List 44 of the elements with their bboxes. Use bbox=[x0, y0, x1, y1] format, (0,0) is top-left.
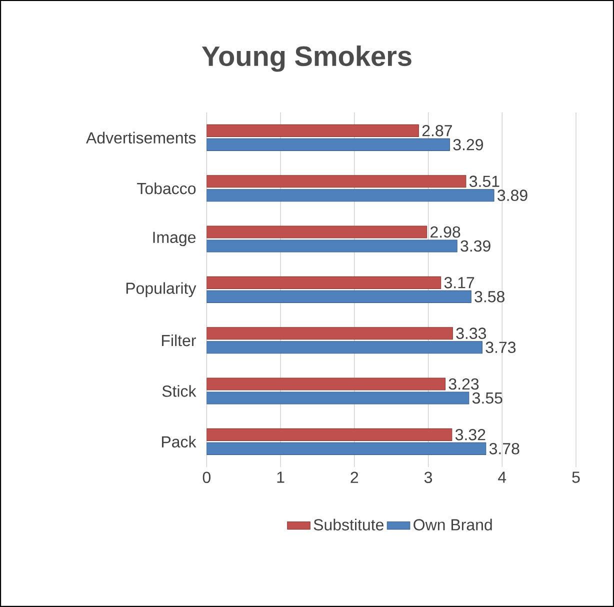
data-label: 3.73 bbox=[486, 342, 516, 353]
y-tick-label: Popularity bbox=[126, 282, 196, 298]
legend-label: Substitute bbox=[314, 518, 384, 530]
data-label: 3.51 bbox=[469, 176, 500, 187]
bar bbox=[206, 290, 472, 303]
bar bbox=[206, 341, 482, 354]
bar bbox=[206, 327, 453, 340]
bar bbox=[206, 189, 494, 202]
data-label: 3.17 bbox=[444, 277, 474, 288]
bar bbox=[206, 240, 458, 252]
y-tick-label: Tobacco bbox=[137, 182, 196, 194]
data-label: 3.55 bbox=[472, 392, 502, 404]
y-tick-label: Filter bbox=[162, 334, 196, 346]
bar bbox=[206, 378, 446, 390]
x-tick-label: 2 bbox=[350, 472, 358, 483]
bar bbox=[206, 124, 419, 137]
y-tick-label: Pack bbox=[162, 436, 196, 448]
data-label: 3.58 bbox=[474, 291, 504, 302]
x-tick-label: 1 bbox=[277, 472, 284, 483]
bar bbox=[206, 175, 466, 188]
data-label: 3.32 bbox=[455, 429, 486, 440]
bar bbox=[206, 428, 452, 441]
data-label: 3.39 bbox=[460, 240, 490, 252]
x-tick-label: 5 bbox=[572, 472, 580, 483]
bar bbox=[206, 392, 470, 404]
data-label: 3.29 bbox=[453, 139, 483, 150]
bar bbox=[206, 226, 428, 238]
y-tick-label: Image bbox=[153, 232, 196, 246]
data-label: 3.23 bbox=[448, 378, 479, 390]
data-label: 3.78 bbox=[489, 443, 520, 454]
bar bbox=[206, 138, 450, 151]
data-label: 3.33 bbox=[456, 328, 486, 339]
data-label: 2.87 bbox=[422, 125, 452, 136]
x-tick-label: 0 bbox=[202, 472, 210, 484]
y-tick-label: Stick bbox=[162, 385, 196, 397]
data-label: 3.89 bbox=[498, 190, 528, 201]
chart-title: Young Smokers bbox=[202, 46, 412, 72]
bar bbox=[206, 276, 442, 289]
legend-label: Own Brand bbox=[414, 518, 492, 530]
data-label: 2.98 bbox=[430, 226, 460, 238]
y-tick-label: Advertisements bbox=[86, 132, 196, 144]
x-tick-label: 3 bbox=[424, 472, 432, 484]
bar bbox=[206, 442, 486, 455]
x-tick-label: 4 bbox=[498, 472, 506, 483]
